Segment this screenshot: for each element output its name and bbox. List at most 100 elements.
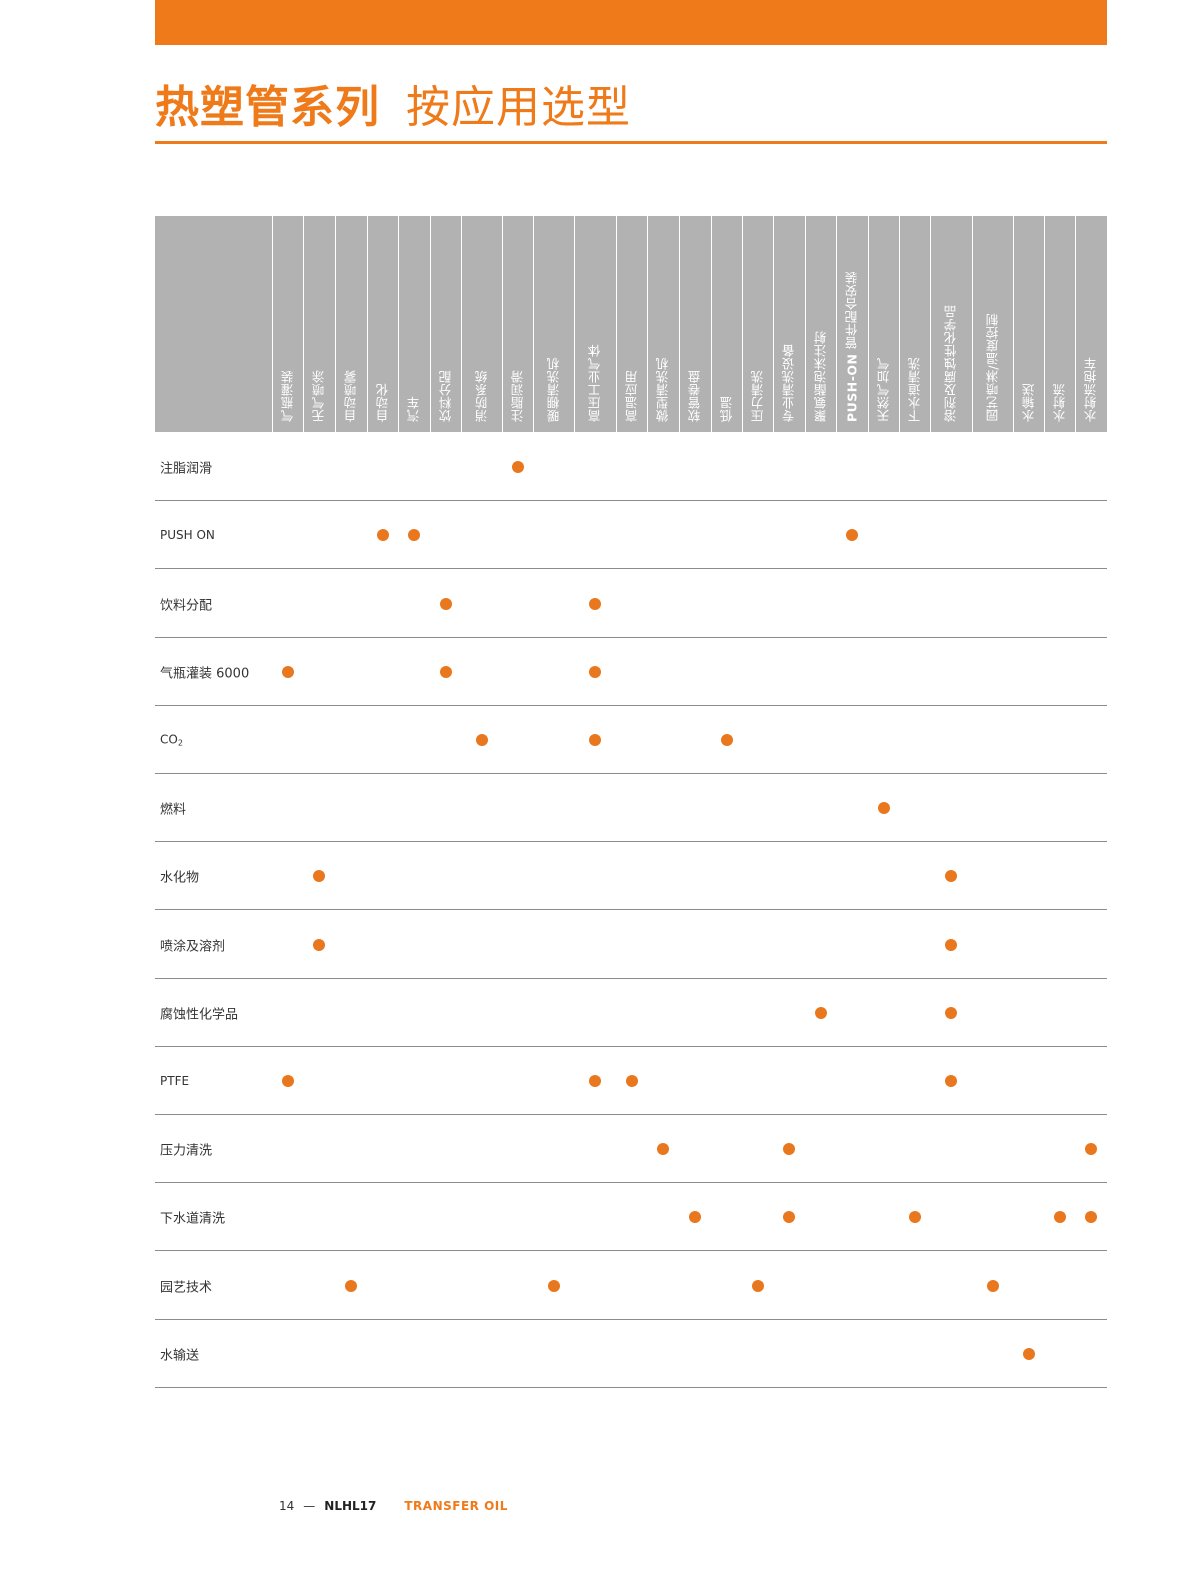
column-separator [972,216,973,432]
column-header-label: 天然气加气 [876,357,891,422]
applicable-dot [945,1006,957,1019]
row-label: 喷涂及溶剂 [160,935,225,954]
title-sub: 按应用选型 [406,82,631,133]
column-header-label: 聚氨酯泡沫注射 [813,331,828,422]
row-label-text: 饮料分配 [160,598,213,613]
row-label: 水化物 [160,867,199,886]
page-title: 热塑管系列 按应用选型 [155,70,1107,136]
column-header-label: 软管卷盘 [687,370,703,422]
column-header-label: 低温 [719,396,734,422]
column-separator [616,216,617,432]
column-separator [430,216,431,432]
column-header: 暖棚清洗机 [533,216,574,432]
column-separator [398,216,399,432]
column-separator [711,216,712,432]
doc-code: NLHL17 [324,1499,377,1513]
column-separator [303,216,304,432]
column-separator [805,216,806,432]
column-header: 软管卷盘 [679,216,711,432]
column-separator [574,216,575,432]
column-header-label: 微型清洗机 [655,357,671,422]
row-divider [155,1387,1107,1388]
applicable-dot [657,1143,669,1156]
column-separator [367,216,368,432]
column-header-label-rest: 管件配合安装 [844,270,860,354]
applicable-dot [751,1279,764,1292]
column-header-label: 消防系统 [474,370,489,422]
column-header-label: 饮料分配 [438,370,453,422]
column-separator [679,216,680,432]
applicable-dot [1085,1211,1097,1224]
column-header: 专业清洗设备 [773,216,805,432]
row-label: 下水道清洗 [160,1208,225,1227]
application-matrix-table: 气瓶灌装 无气喷涂 自动喷雾 自动化 汽车 饮料分配 消防系统 注脂润滑 暖棚清洗机 高压工业气体… [155,216,1107,1389]
column-separator [930,216,931,432]
applicable-dot [439,597,452,610]
applicable-dot [313,870,325,883]
row-label-text: 腐蚀性化学品 [160,1007,239,1023]
applicable-dot [908,1211,921,1224]
column-header: 自动喷雾 [335,216,367,432]
column-header: 天然气加气 [868,216,899,432]
applicable-dot [783,1143,795,1156]
applicable-dot [408,529,420,542]
column-header-label: 水输送 [1021,383,1036,422]
column-header-label: 自动化 [375,383,390,422]
top-accent-bar [155,0,1107,45]
applicable-dot [877,802,890,815]
column-header-label: 注脂润滑 [510,370,525,422]
row-label-subscript: 2 [177,738,183,748]
row-divider [155,1182,1107,1183]
applicable-dot [589,597,601,610]
column-header-label: 水射流抱车 [1083,357,1099,422]
column-header: 无气喷涂 [303,216,335,432]
column-header-label: 压力清洗 [750,370,765,422]
column-separator [773,216,774,432]
column-header: 低温 [711,216,742,432]
applicable-dot [625,1074,638,1087]
column-header: 溶剂及腐蚀性化学品 [930,216,972,432]
row-divider [155,568,1107,569]
column-separator [1013,216,1014,432]
applicable-dot [1022,1347,1035,1360]
row-label: 腐蚀性化学品 [160,1003,238,1022]
applicable-dot [945,1074,957,1087]
applicable-dot [589,733,601,746]
column-header-label-bold: PUSH-ON [844,353,860,422]
column-header: PUSH-ON 管件配合安装 [836,216,868,432]
applicable-dot [945,938,957,951]
applicable-dot [376,529,389,542]
column-header: 汽车 [398,216,430,432]
column-header-label: 高温应用 [624,370,639,422]
column-separator [502,216,503,432]
applicable-dot [689,1211,701,1224]
row-divider [155,909,1107,910]
column-header: 高温应用 [616,216,647,432]
column-header-label: 无气喷涂 [311,370,327,422]
column-header-label: 专业清洗设备 [781,344,797,422]
row-divider [155,1319,1107,1320]
applicable-dot [345,1279,357,1292]
page-number: 14 [279,1499,295,1513]
column-header-label: 园艺喷淋/温度控制 [985,313,1000,422]
product-name: TRANSFER OIL [404,1499,508,1513]
column-header: 水射流 [1044,216,1075,432]
applicable-dot [783,1211,795,1224]
footer-dash: — [303,1499,316,1513]
column-header-label: 下水道清洗 [907,357,922,422]
row-label: CO2 [160,732,183,747]
row-label-text: 下水道清洗 [160,1211,226,1227]
row-label-text: 注脂润滑 [160,461,213,477]
row-divider [155,637,1107,638]
applicable-dot [1085,1143,1097,1156]
applicable-dot [475,733,488,746]
applicable-dot [1053,1211,1066,1224]
applicable-dot [281,665,294,678]
applicable-dot [313,938,325,951]
row-label-text: 压力清洗 [160,1143,213,1159]
row-label: 饮料分配 [160,594,212,613]
column-header-label: 汽车 [406,396,422,422]
column-header-label: 气瓶灌装 [280,370,295,422]
column-separator [647,216,648,432]
page-footer: 14 — NLHL17 TRANSFER OIL [279,1499,508,1513]
